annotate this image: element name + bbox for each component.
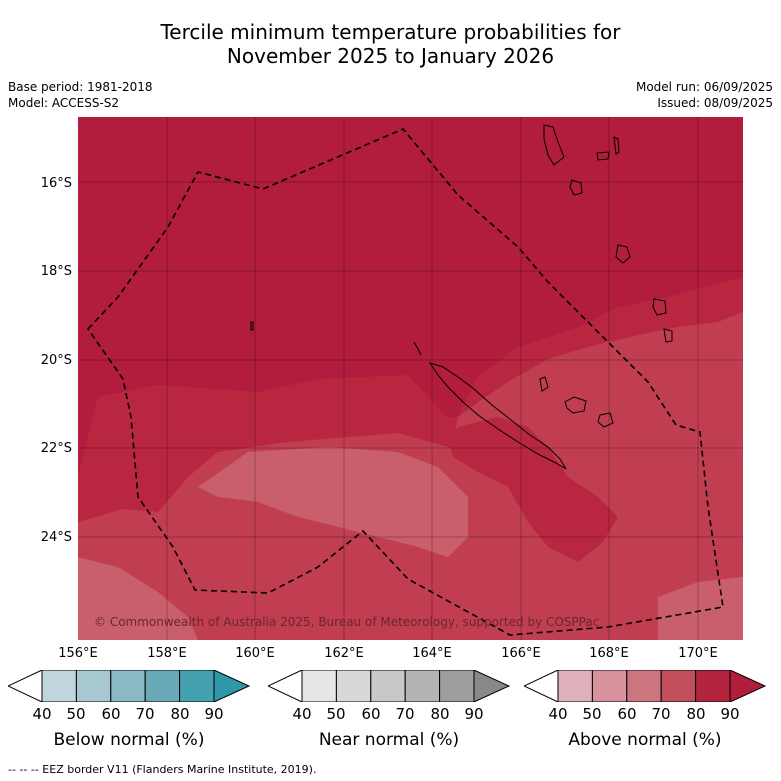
loyalty-island-mare (597, 412, 614, 428)
colorbar-below-extend-low (8, 670, 43, 702)
chart-title: Tercile minimum temperature probabilitie… (0, 20, 781, 68)
colorbar-near-extend-low (268, 670, 303, 702)
title-line-2: November 2025 to January 2026 (226, 44, 555, 68)
lon-label-156e: 156°E (58, 646, 98, 661)
colorbar-below-extend-high (213, 670, 251, 702)
colorbar-segment (404, 670, 441, 702)
colorbar-below-tick: 50 (66, 705, 86, 723)
lat-label-24s: 24°S (40, 530, 72, 545)
issued-date: Issued: 08/09/2025 (657, 96, 773, 110)
colorbar-above-tick: 50 (582, 705, 602, 723)
copyright-notice: © Commonwealth of Australia 2025, Bureau… (94, 615, 599, 629)
map-panel: © Commonwealth of Australia 2025, Bureau… (78, 117, 743, 640)
colorbar-segment (41, 670, 77, 702)
lat-label-16s: 16°S (40, 176, 72, 191)
loyalty-island-ouvea (539, 376, 549, 392)
vanuatu-maewo (613, 136, 620, 155)
colorbar-above-tick: 80 (686, 705, 706, 723)
lon-label-166e: 166°E (501, 646, 541, 661)
meta-left: Base period: 1981-2018 Model: ACCESS-S2 (8, 79, 153, 111)
new-caledonia-coastline (428, 362, 567, 470)
vanuatu-tanna (663, 328, 673, 343)
lat-label-18s: 18°S (40, 264, 72, 279)
colorbar-segment (626, 670, 662, 702)
lon-label-162e: 162°E (324, 646, 364, 661)
colorbar-above-tick: 90 (720, 705, 740, 723)
chesterfield-reef (250, 321, 254, 331)
colorbar-below-tick: 40 (32, 705, 52, 723)
colorbar-above-extend-high (729, 670, 767, 702)
model-name: Model: ACCESS-S2 (8, 96, 120, 110)
new-caledonia-north-tip (413, 341, 422, 356)
colorbar-segment (335, 670, 372, 702)
colorbar-segment (557, 670, 593, 702)
lon-label-170e: 170°E (678, 646, 718, 661)
colorbar-above-extend-low (524, 670, 559, 702)
colorbar-near-normal (268, 670, 511, 702)
lat-label-20s: 20°S (40, 353, 72, 368)
colorbar-segment (591, 670, 628, 702)
colorbar-below-tick: 80 (170, 705, 190, 723)
colorbar-near-tick: 80 (430, 705, 450, 723)
colorbar-segment (144, 670, 181, 702)
lon-label-160e: 160°E (235, 646, 275, 661)
colorbar-near-tick: 90 (464, 705, 484, 723)
zone-50-60 (78, 447, 743, 640)
colorbar-above-normal (524, 670, 767, 702)
vanuatu-ambrym (596, 151, 610, 161)
colorbar-segment (370, 670, 406, 702)
colorbar-near-tick: 50 (326, 705, 346, 723)
colorbar-above-label: Above normal (%) (568, 730, 722, 750)
gridlines (78, 117, 743, 640)
eez-footnote: -- -- -- EEZ border V11 (Flanders Marine… (8, 763, 317, 776)
colorbar-segment (179, 670, 215, 702)
colorbar-below-tick: 70 (135, 705, 155, 723)
lon-label-158e: 158°E (147, 646, 187, 661)
colorbar-near-tick: 70 (395, 705, 415, 723)
meta-right: Model run: 06/09/2025 Issued: 08/09/2025 (636, 79, 773, 111)
islands (250, 124, 673, 470)
vanuatu-malakula (569, 179, 583, 196)
colorbar-near-extend-high (473, 670, 511, 702)
colorbar-near-label: Near normal (%) (318, 730, 460, 750)
colorbar-below-tick: 90 (204, 705, 224, 723)
eez-border (86, 128, 724, 636)
colorbar-segment (695, 670, 731, 702)
base-period: Base period: 1981-2018 (8, 80, 153, 94)
loyalty-island-lifou (564, 396, 587, 414)
vanuatu-erromango (652, 298, 667, 316)
colorbar-below-normal (8, 670, 251, 702)
colorbar-below-label: Below normal (%) (53, 730, 205, 750)
vanuatu-espiritu-santo (543, 124, 565, 166)
colorbar-segment (439, 670, 475, 702)
colorbar-segment (660, 670, 697, 702)
colorbar-above-tick: 40 (548, 705, 568, 723)
colorbar-near-tick: 60 (361, 705, 381, 723)
title-line-1: Tercile minimum temperature probabilitie… (160, 20, 621, 44)
zone-80-90-inner (448, 417, 618, 562)
colorbar-segment (110, 670, 146, 702)
colorbar-near-tick: 40 (292, 705, 312, 723)
lon-label-164e: 164°E (412, 646, 452, 661)
colorbar-below-tick: 60 (101, 705, 121, 723)
lon-label-168e: 168°E (589, 646, 629, 661)
colorbar-above-tick: 70 (651, 705, 671, 723)
colorbar-above-tick: 60 (617, 705, 637, 723)
lat-label-22s: 22°S (40, 441, 72, 456)
model-run: Model run: 06/09/2025 (635, 80, 773, 94)
vanuatu-efate (615, 244, 631, 264)
colorbar-segment (301, 670, 337, 702)
colorbar-segment (75, 670, 112, 702)
